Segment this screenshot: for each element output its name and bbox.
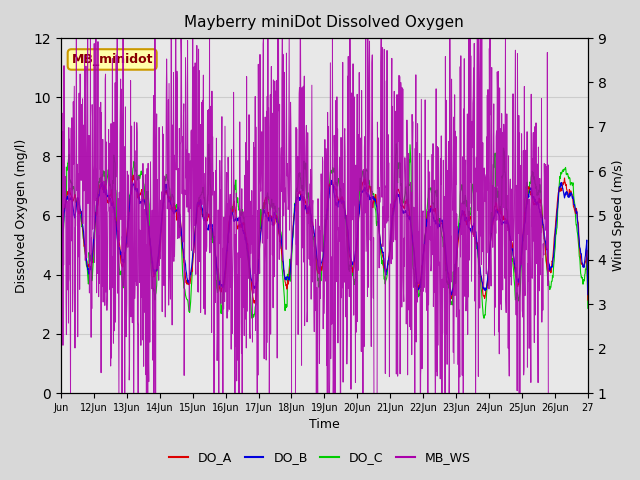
Legend: DO_A, DO_B, DO_C, MB_WS: DO_A, DO_B, DO_C, MB_WS — [164, 446, 476, 469]
Y-axis label: Dissolved Oxygen (mg/l): Dissolved Oxygen (mg/l) — [15, 139, 28, 293]
Y-axis label: Wind Speed (m/s): Wind Speed (m/s) — [612, 160, 625, 271]
X-axis label: Time: Time — [309, 419, 340, 432]
Title: Mayberry miniDot Dissolved Oxygen: Mayberry miniDot Dissolved Oxygen — [184, 15, 464, 30]
Text: MB_minidot: MB_minidot — [72, 53, 153, 66]
